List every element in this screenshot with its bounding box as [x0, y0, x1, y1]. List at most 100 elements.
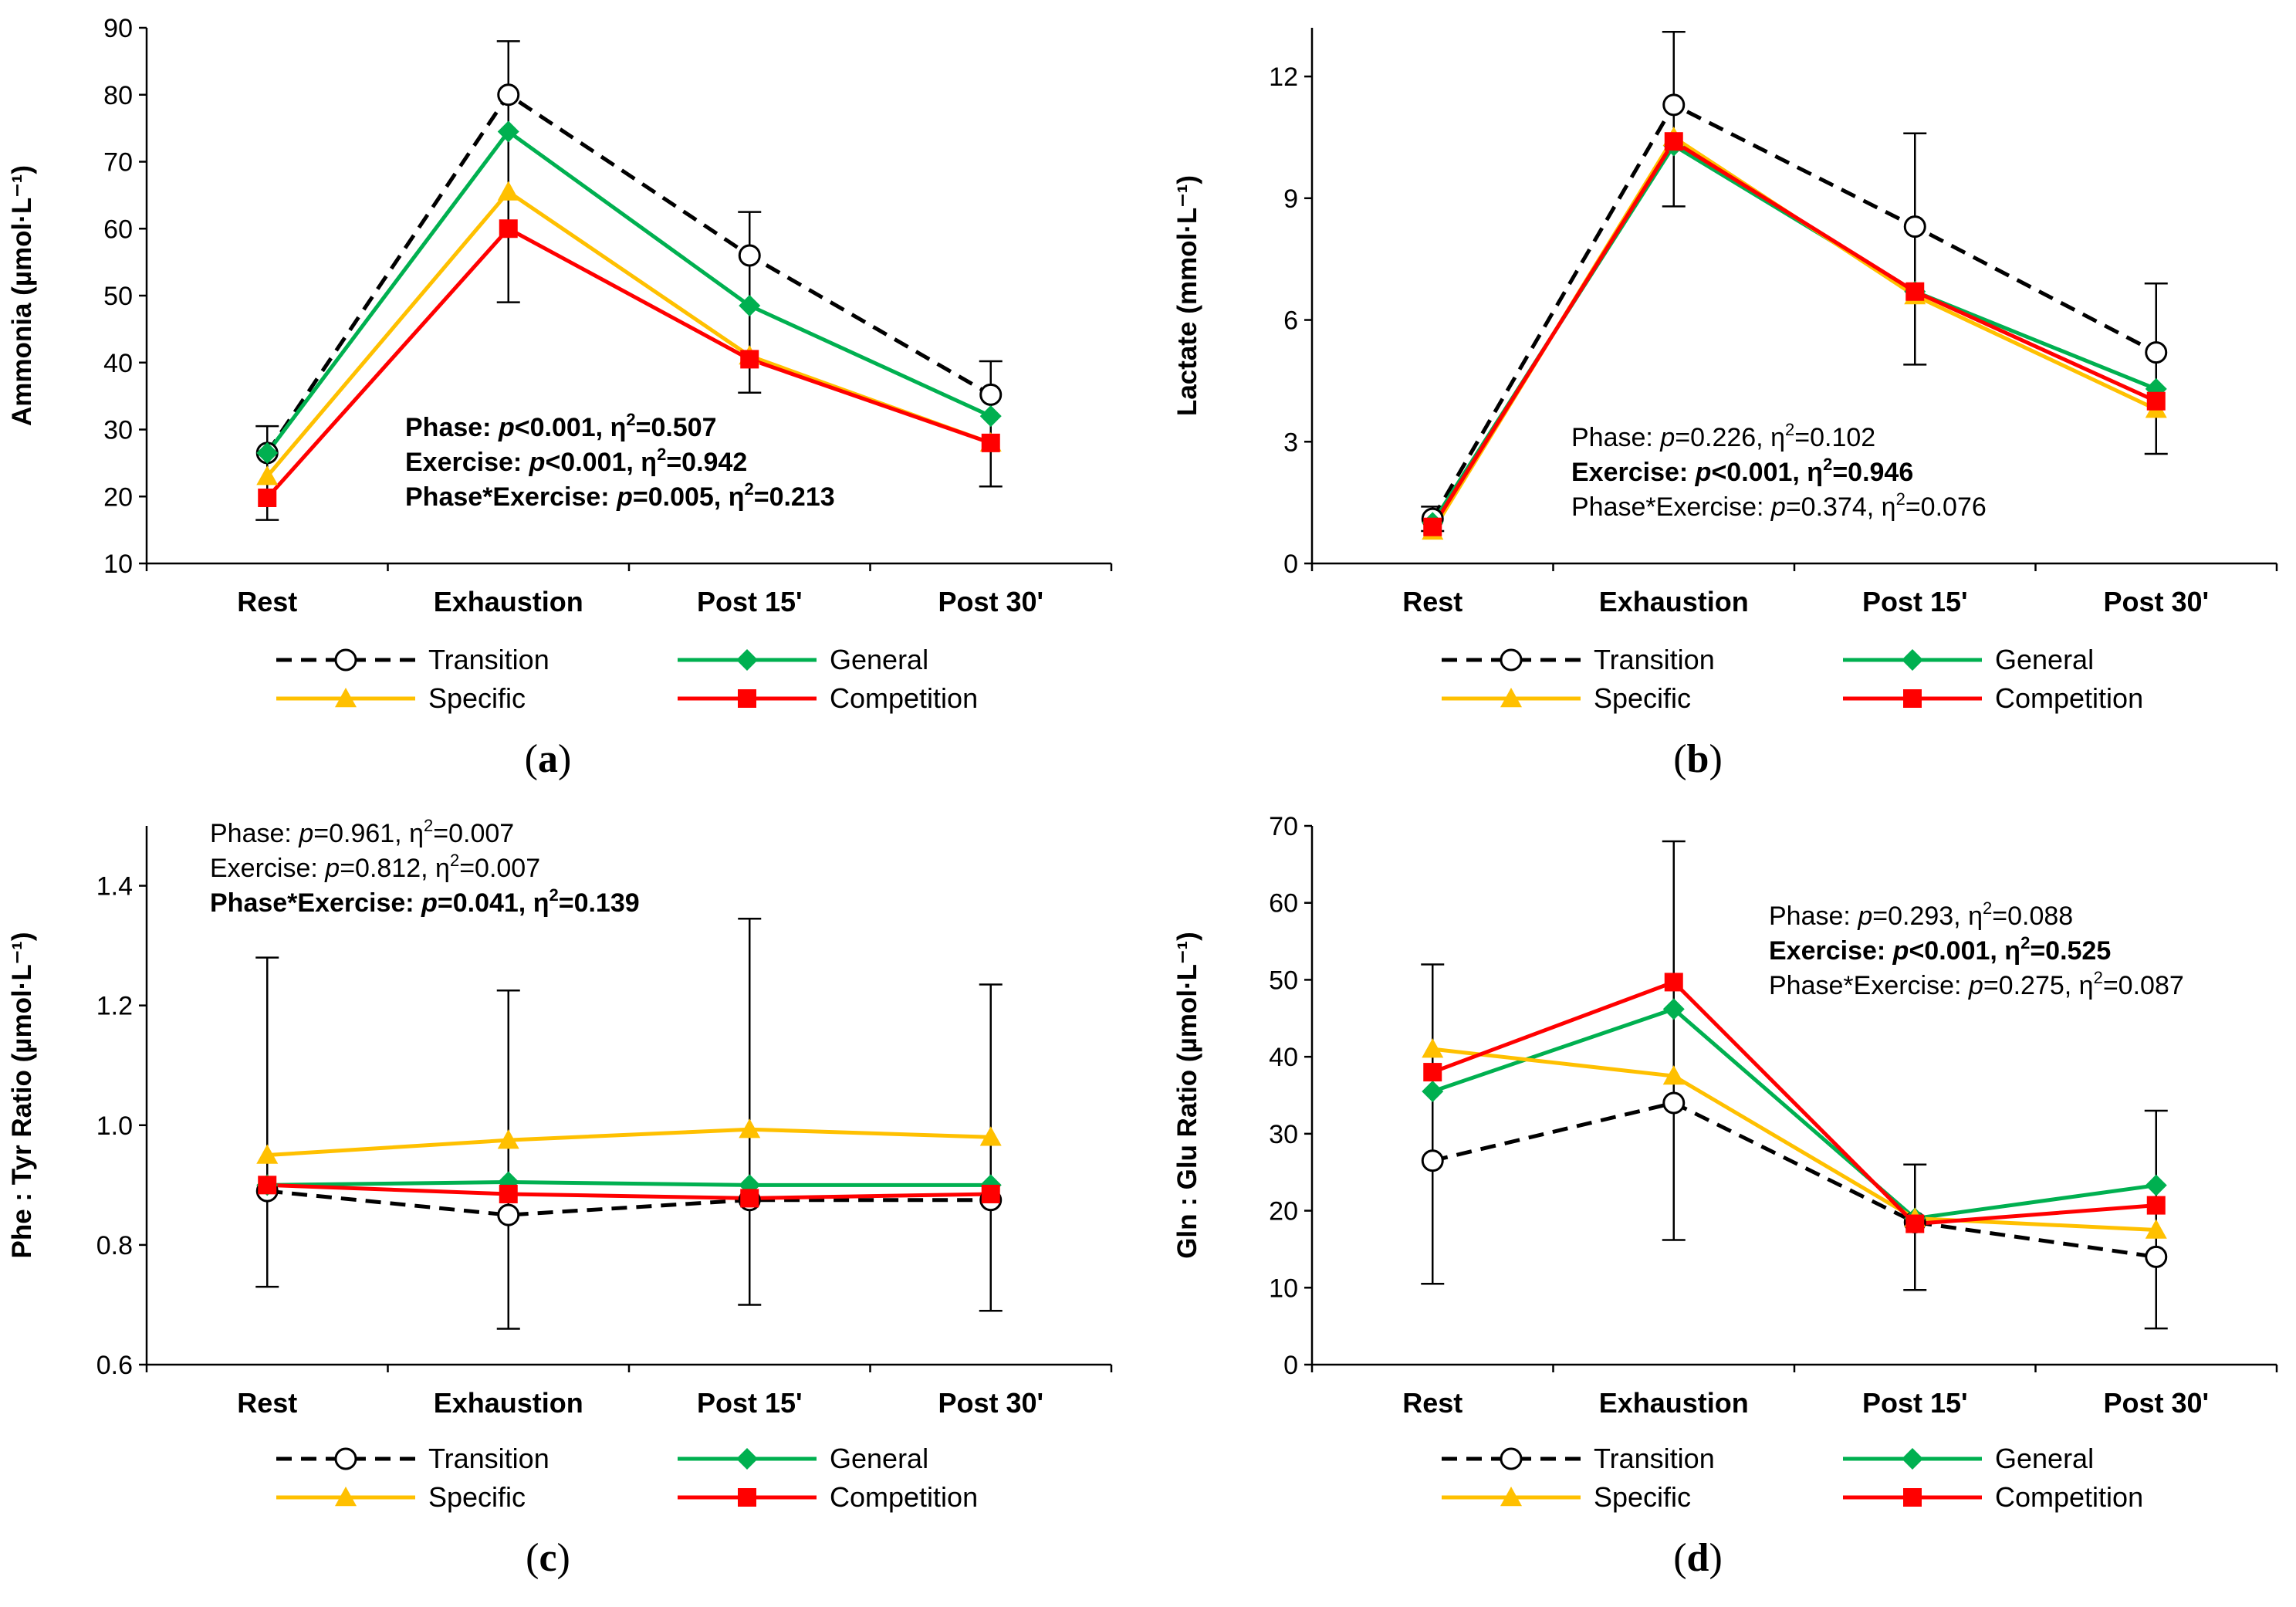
y-tick-label: 1.4 [96, 872, 133, 902]
data-point-transition [1662, 93, 1686, 117]
stat-line: Phase: p=0.226, η2=0.102 [1571, 420, 1875, 452]
data-point-specific [739, 1118, 761, 1138]
y-tick-label: 50 [1269, 966, 1298, 995]
panel-a: 10 20 30 40 50 60 70 80 90 Rest Exhaustion Post 15'… [7, 14, 1113, 781]
legend-label-competition: Competition [1995, 1481, 2143, 1513]
data-point-specific [2145, 1219, 2167, 1239]
legend-label-general: General [1995, 1443, 2094, 1474]
legend-marker-transition [334, 1447, 357, 1470]
data-point-competition [2146, 391, 2166, 411]
panel-label: (c) [526, 1536, 570, 1580]
series-line-specific [267, 1127, 991, 1158]
data-point-specific [256, 1144, 279, 1164]
y-tick-label: 80 [103, 81, 133, 110]
stat-line: Phase*Exercise: p=0.041, η2=0.139 [210, 885, 640, 918]
data-point-competition [499, 1184, 518, 1203]
panel-label: (b) [1673, 737, 1723, 781]
category-label: Rest [1402, 1387, 1462, 1419]
category-label: Rest [237, 586, 297, 617]
legend-label-specific: Specific [428, 1481, 526, 1513]
legend-marker-transition [1500, 1447, 1523, 1470]
legend-marker-competition [1903, 689, 1922, 708]
data-point-competition [1664, 973, 1683, 992]
data-point-general [1422, 1081, 1444, 1103]
stat-line: Exercise: p<0.001, η2=0.946 [1571, 455, 1913, 487]
panel-d: 0 10 20 30 40 50 60 70 Rest Exhaustion Post 15' Pos… [1172, 812, 2278, 1580]
data-point-competition [981, 433, 1000, 452]
legend-marker-specific [1500, 1487, 1522, 1507]
category-label: Exhaustion [434, 1387, 583, 1419]
data-point-competition [740, 1189, 759, 1208]
legend-marker-competition [738, 1488, 756, 1507]
legend: Transition General Specific Competition [276, 1443, 978, 1513]
data-point-specific [256, 465, 279, 485]
legend-label-transition: Transition [1594, 644, 1715, 675]
y-tick-label: 0.6 [96, 1351, 133, 1380]
y-tick-label: 6 [1283, 306, 1298, 336]
panel-c: 0.6 0.8 1.0 1.2 1.4 Rest Exhaustion Post 15' Pos… [7, 816, 1113, 1580]
y-tick-label: 60 [103, 215, 133, 244]
y-tick-label: 10 [103, 550, 133, 579]
series-line-competition [1432, 979, 2156, 1226]
panel-b: 0 3 6 9 12 Rest Exhaustion Post 15' Post 30' Lact… [1172, 28, 2278, 781]
category-label: Post 15' [697, 1387, 803, 1419]
data-point-general [256, 442, 279, 464]
y-tick-label: 12 [1269, 63, 1298, 92]
data-point-general [497, 120, 519, 143]
legend-label-general: General [830, 1443, 928, 1474]
legend-label-specific: Specific [1594, 682, 1691, 714]
category-label: Post 15' [1862, 1387, 1968, 1419]
stat-line: Exercise: p<0.001, η2=0.942 [405, 445, 747, 477]
category-label: Post 15' [1862, 586, 1968, 617]
legend: Transition General Specific Competition [1442, 1443, 2143, 1513]
y-axis-title: Lactate (mmol·L⁻¹) [1172, 175, 1202, 416]
category-label: Post 15' [697, 586, 803, 617]
legend-marker-competition [1903, 1488, 1922, 1507]
data-point-competition [258, 1176, 277, 1195]
y-tick-label: 40 [1269, 1043, 1298, 1072]
legend-marker-general [1902, 1448, 1923, 1470]
legend-label-transition: Transition [1594, 1443, 1715, 1474]
data-point-specific [497, 1129, 519, 1149]
series-line-specific [1432, 1047, 2156, 1232]
legend-label-competition: Competition [830, 1481, 978, 1513]
data-point-general [979, 405, 1002, 428]
y-tick-label: 40 [103, 349, 133, 378]
series-line-transition [1432, 1101, 2157, 1259]
series-line-general [265, 128, 992, 455]
series-line-transition [267, 1189, 991, 1217]
y-tick-label: 10 [1269, 1274, 1298, 1303]
data-point-specific [497, 181, 519, 201]
data-point-competition [499, 219, 518, 239]
stat-line: Phase*Exercise: p=0.275, η2=0.087 [1769, 968, 2184, 1000]
legend-label-general: General [830, 644, 928, 675]
data-point-transition [738, 244, 761, 267]
y-axis-title: Ammonia (µmol·L⁻¹) [7, 165, 37, 426]
series-line-competition [265, 226, 992, 499]
data-point-competition [2146, 1196, 2166, 1215]
data-point-transition [1662, 1091, 1686, 1115]
legend-marker-transition [1500, 648, 1523, 672]
y-tick-label: 30 [1269, 1120, 1298, 1149]
category-label: Post 30' [2103, 1387, 2209, 1419]
legend-marker-specific [1500, 688, 1522, 708]
y-tick-label: 70 [1269, 812, 1298, 841]
data-point-specific [1662, 1065, 1685, 1085]
series-line-competition [267, 1182, 991, 1200]
legend-marker-competition [738, 689, 756, 708]
y-tick-label: 60 [1269, 889, 1298, 919]
data-point-general [739, 295, 761, 317]
stat-line: Phase: p=0.961, η2=0.007 [210, 816, 514, 848]
data-point-transition [2145, 1245, 2168, 1268]
legend-label-competition: Competition [1995, 682, 2143, 714]
category-label: Rest [237, 1387, 297, 1419]
data-point-general [2145, 1174, 2167, 1196]
data-point-competition [1423, 1063, 1442, 1082]
series-line-general [1432, 1006, 2157, 1221]
legend-label-specific: Specific [428, 682, 526, 714]
legend-marker-specific [335, 1487, 357, 1507]
data-point-general [1662, 998, 1685, 1020]
y-tick-label: 90 [103, 14, 133, 43]
legend-marker-general [736, 1448, 758, 1470]
series-line-transition [265, 92, 992, 455]
